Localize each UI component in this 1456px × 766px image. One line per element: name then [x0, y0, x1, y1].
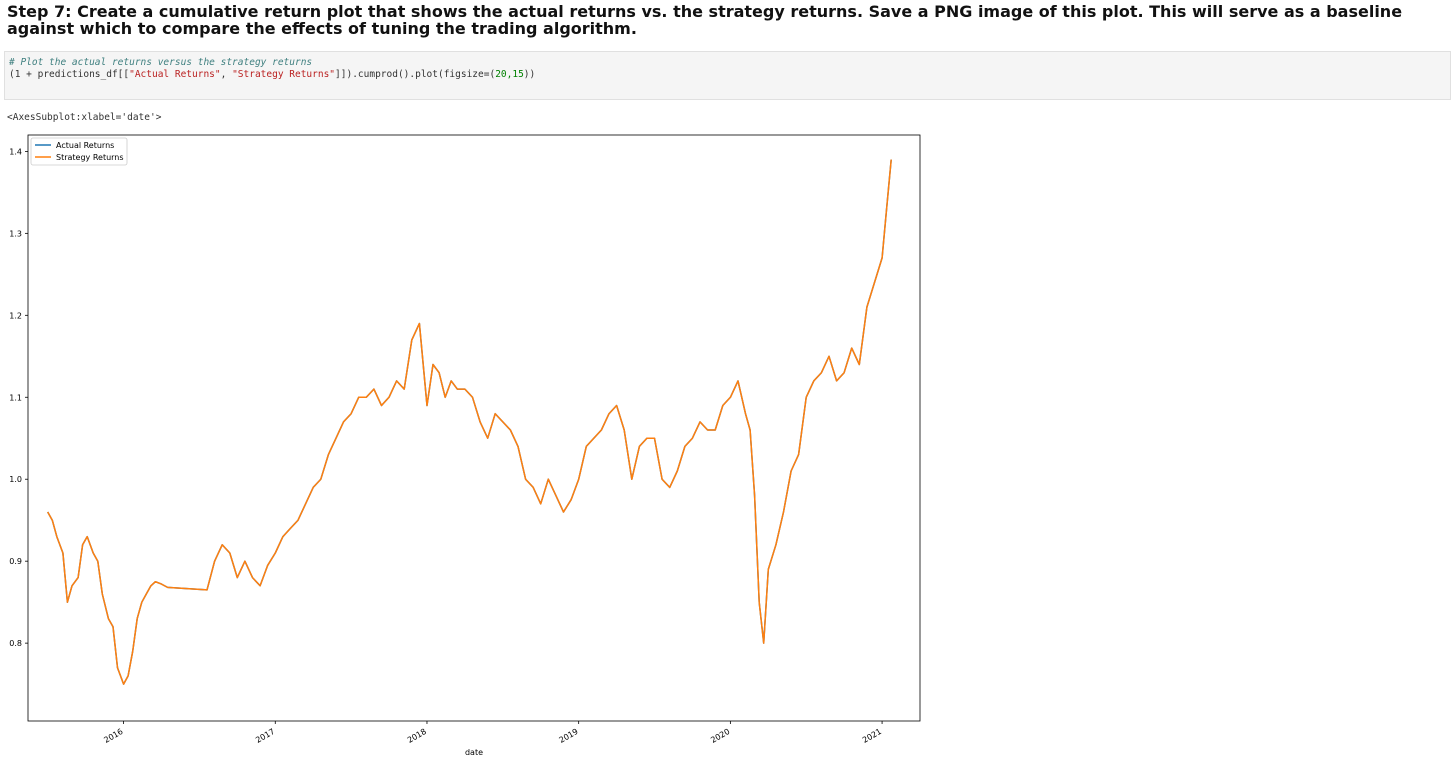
x-tick-label: 2016 [102, 727, 124, 745]
x-axis: 2016 2017 2018 2019 2020 2021 [102, 721, 883, 745]
step-heading: Step 7: Create a cumulative return plot … [7, 2, 1403, 38]
y-tick-label: 1.0 [9, 475, 22, 484]
y-tick-label: 1.1 [9, 393, 22, 402]
x-tick-label: 2021 [861, 727, 883, 745]
cell-output-repr: <AxesSubplot:xlabel='date'> [7, 112, 162, 123]
code-cell[interactable]: # Plot the actual returns versus the str… [4, 51, 1451, 100]
y-tick-label: 0.9 [9, 557, 22, 566]
legend-label-strategy: Strategy Returns [56, 153, 124, 162]
code-token: , [220, 69, 233, 80]
code-line-plot: (1 + predictions_df[["Actual Returns", "… [9, 69, 1450, 81]
legend: Actual Returns Strategy Returns [30, 137, 128, 166]
plot-area-frame [27, 134, 921, 722]
code-string: "Strategy Returns" [232, 69, 336, 80]
x-tick-label: 2020 [709, 727, 731, 745]
legend-label-actual: Actual Returns [56, 141, 114, 150]
code-string: "Actual Returns" [129, 69, 221, 80]
code-comment: # Plot the actual returns versus the str… [9, 57, 313, 68]
code-token: )) [523, 69, 536, 80]
code-token: (1 + predictions_df[[ [9, 69, 130, 80]
x-axis-label: date [465, 748, 483, 757]
y-tick-label: 1.4 [9, 147, 22, 156]
series-lines [47, 159, 892, 685]
x-tick-label: 2018 [406, 727, 428, 745]
y-tick-label: 0.8 [9, 639, 22, 648]
code-token: ]]).cumprod().plot(figsize=( [335, 69, 496, 80]
cumulative-returns-chart: 0.80.91.01.11.21.31.4 2016 2017 2018 2019 20… [9, 134, 921, 757]
code-number: 20,15 [495, 69, 524, 80]
y-axis: 0.8 0.9 1.0 1.1 1.2 1.3 1.4 [9, 147, 28, 648]
x-tick-label: 2019 [558, 727, 580, 745]
legend-box [30, 137, 128, 166]
series-line-strategy [47, 159, 892, 685]
y-tick-label: 1.3 [9, 229, 22, 238]
y-tick-label: 1.2 [9, 311, 22, 320]
x-tick-label: 2017 [254, 727, 276, 745]
